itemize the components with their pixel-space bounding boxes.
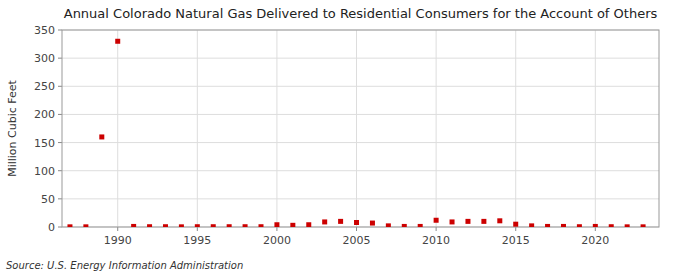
grid-line [595,30,596,227]
tick-label: 350 [34,24,55,37]
point [370,221,375,226]
grid-line [62,198,659,199]
point [131,224,136,227]
point [593,224,598,227]
point [386,223,391,227]
tick [595,227,596,231]
point [243,224,248,227]
point [418,224,423,227]
point [274,222,279,227]
tick [58,170,62,171]
tick-label: 50 [41,193,55,206]
point [290,223,295,227]
tick-label: 2000 [263,234,291,247]
tick-label: 2005 [343,234,371,247]
tick [356,227,357,231]
grid-line [197,30,198,227]
point [481,219,486,224]
point [529,223,534,227]
grid-line [62,142,659,143]
grid-line [62,170,659,171]
point [338,219,343,224]
tick [197,227,198,231]
point [163,224,168,227]
tick [58,86,62,87]
point [115,39,120,44]
tick-label: 2015 [502,234,530,247]
grid-line [515,30,516,227]
grid-line [356,30,357,227]
grid-line [276,30,277,227]
point [227,224,232,227]
point [465,219,470,224]
tick-label: 1990 [104,234,132,247]
source-note: Source: U.S. Energy Information Administ… [6,260,243,271]
point [179,224,184,227]
grid-line [62,114,659,115]
point [609,224,614,227]
tick-label: 100 [34,165,55,178]
point [625,224,630,227]
tick-label: 1995 [183,234,211,247]
tick [58,198,62,199]
tick [58,58,62,59]
point [641,224,646,227]
point [147,224,152,227]
tick [117,227,118,231]
points [67,39,645,227]
point [306,222,311,227]
point [322,219,327,224]
tick-label: 300 [34,52,55,65]
tick-label: 250 [34,80,55,93]
point [434,218,439,223]
point [99,134,104,139]
chart: Annual Colorado Natural Gas Delivered to… [0,0,675,275]
tick-label: 150 [34,137,55,150]
tick-label: 2010 [422,234,450,247]
grid-line [62,86,659,87]
point [83,224,88,227]
point [67,224,72,227]
tick [58,114,62,115]
point [561,224,566,227]
tick [436,227,437,231]
tick [58,227,62,228]
tick [58,142,62,143]
tick [515,227,516,231]
point [577,224,582,227]
plot-frame [62,30,659,227]
grid-line [436,30,437,227]
grid-line [117,30,118,227]
point [545,224,550,227]
point [259,224,264,227]
point [402,224,407,227]
title: Annual Colorado Natural Gas Delivered to… [64,6,658,21]
grid [62,30,659,227]
point [354,220,359,225]
y-axis-label: Million Cubic Feet [6,79,19,176]
point [211,224,216,227]
point [195,224,200,227]
tick-label: 2020 [581,234,609,247]
tick [58,30,62,31]
axes: 0 50 100 150 200 250 300 350 1990 1995 2000 2005 201… [34,24,659,247]
point [497,218,502,223]
point [450,219,455,224]
tick-label: 200 [34,108,55,121]
point [513,222,518,227]
tick-label: 0 [48,221,55,234]
tick [276,227,277,231]
grid-line [62,58,659,59]
